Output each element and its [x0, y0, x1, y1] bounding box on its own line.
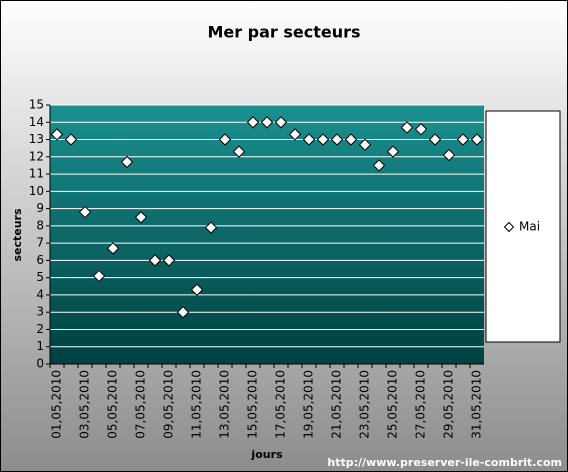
x-tick-label: 21,05,2010 — [330, 370, 344, 439]
point — [162, 254, 176, 267]
y-tick-label: 4 — [36, 287, 44, 301]
point — [456, 133, 470, 146]
point — [442, 148, 456, 162]
point — [344, 133, 358, 146]
point — [92, 269, 106, 283]
y-tick-label: 5 — [36, 270, 44, 284]
point — [400, 121, 414, 134]
point — [50, 128, 64, 141]
point — [288, 128, 302, 141]
y-axis-title: secteurs — [11, 208, 24, 262]
point — [274, 116, 288, 129]
x-tick-label: 31,05,2010 — [470, 370, 484, 439]
y-tick-label: 3 — [36, 305, 44, 319]
y-tick-label: 6 — [36, 253, 44, 267]
x-tick-label: 15,05,2010 — [246, 370, 260, 439]
point — [204, 221, 218, 234]
x-tick-label: 29,05,2010 — [442, 370, 456, 439]
x-tick-label: 11,05,2010 — [190, 370, 204, 439]
point — [302, 133, 316, 146]
y-tick-label: 11 — [29, 167, 44, 181]
point — [428, 133, 442, 146]
y-tick-label: 15 — [29, 98, 44, 112]
point — [330, 133, 344, 146]
point — [134, 211, 148, 224]
chart-title: Mer par secteurs — [207, 23, 360, 42]
point — [316, 133, 330, 146]
y-tick-label: 2 — [36, 322, 44, 336]
point — [246, 116, 260, 129]
legend-label: Mai — [519, 220, 540, 234]
x-tick-label: 27,05,2010 — [414, 370, 428, 439]
x-tick-label: 07,05,2010 — [134, 370, 148, 439]
point — [386, 145, 400, 158]
x-axis-title: jours — [250, 448, 283, 461]
point — [260, 116, 274, 129]
point — [218, 133, 232, 146]
x-tick-label: 01,05,2010 — [50, 370, 64, 439]
y-tick-label: 10 — [29, 184, 44, 198]
x-tick-label: 03,05,2010 — [78, 370, 92, 439]
point — [120, 155, 134, 169]
point — [78, 205, 92, 219]
point — [190, 283, 204, 296]
y-tick-label: 0 — [36, 357, 44, 371]
point — [106, 242, 120, 255]
y-tick-label: 12 — [29, 149, 44, 163]
x-tick-label: 13,05,2010 — [218, 370, 232, 439]
x-tick-label: 23,05,2010 — [358, 370, 372, 439]
point — [64, 133, 78, 146]
x-tick-label: 17,05,2010 — [274, 370, 288, 439]
y-tick-label: 8 — [36, 218, 44, 232]
y-tick-label: 9 — [36, 201, 44, 215]
point — [470, 133, 484, 146]
point — [358, 138, 372, 151]
y-tick-label: 1 — [36, 339, 44, 353]
y-tick-label: 14 — [29, 115, 44, 129]
x-tick-label: 25,05,2010 — [386, 370, 400, 439]
legend-box — [485, 110, 561, 343]
point — [372, 159, 386, 172]
y-tick-label: 7 — [36, 236, 44, 250]
x-tick-label: 05,05,2010 — [106, 370, 120, 439]
point — [232, 145, 246, 158]
footer: http://www.preserver-ile-combrit.com — [327, 456, 562, 469]
point — [176, 305, 190, 319]
plot-area — [50, 105, 484, 364]
x-tick-label: 09,05,2010 — [162, 370, 176, 439]
legend-marker — [503, 221, 515, 233]
y-tick-label: 13 — [29, 132, 44, 146]
x-tick-label: 19,05,2010 — [302, 370, 316, 439]
point — [148, 254, 162, 267]
point — [414, 122, 428, 136]
